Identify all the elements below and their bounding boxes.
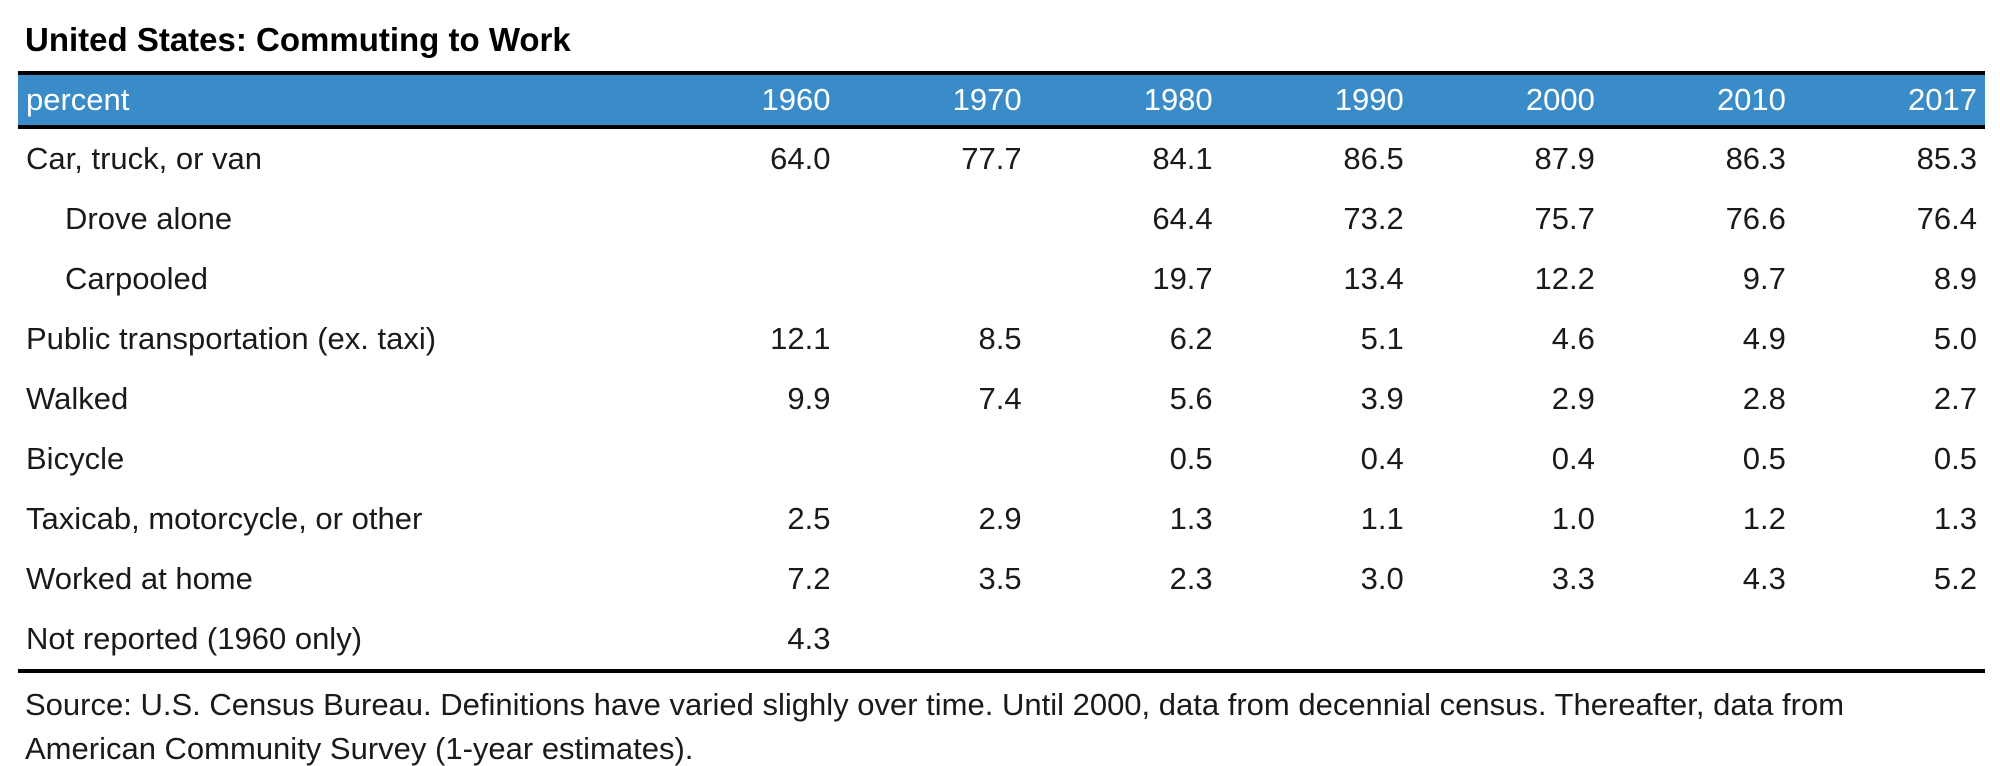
table-row: Car, truck, or van 64.0 77.7 84.1 86.5 87.9 86… <box>18 127 1985 189</box>
value-cell: 2.7 <box>1933 381 1977 417</box>
table-row: Carpooled 19.7 13.4 12.2 9.7 8.9 <box>18 249 1985 309</box>
table-header-year: 1990 <box>1334 82 1404 118</box>
row-label: Car, truck, or van <box>26 141 263 177</box>
table-header-year: 1960 <box>761 82 831 118</box>
table-row: Worked at home 7.2 3.5 2.3 3.0 3.3 4.3 5.2 <box>18 549 1985 609</box>
table-header-year: 2000 <box>1525 82 1595 118</box>
row-label: Walked <box>26 381 129 417</box>
source-note-line-2: American Community Survey (1-year estima… <box>25 731 694 766</box>
table-header-row: percent 1960 1970 1980 1990 2000 2010 2017 <box>18 73 1985 128</box>
value-cell: 8.9 <box>1933 261 1977 297</box>
value-cell <box>647 189 838 249</box>
value-cell: 12.2 <box>1534 261 1595 297</box>
value-cell: 9.7 <box>1742 261 1786 297</box>
value-cell: 0.5 <box>1169 441 1213 477</box>
value-cell: 13.4 <box>1343 261 1404 297</box>
value-cell <box>839 249 1030 309</box>
page-title: United States: Commuting to Work <box>25 21 571 58</box>
value-cell: 8.5 <box>978 321 1022 357</box>
table-header-unit-label: percent <box>26 82 130 118</box>
value-cell: 1.1 <box>1360 501 1404 537</box>
value-cell: 4.9 <box>1742 321 1786 357</box>
value-cell: 3.0 <box>1360 561 1404 597</box>
value-cell: 5.6 <box>1169 381 1213 417</box>
value-cell: 4.3 <box>787 621 831 657</box>
value-cell: 1.3 <box>1169 501 1213 537</box>
value-cell: 0.4 <box>1360 441 1404 477</box>
value-cell: 4.6 <box>1551 321 1595 357</box>
value-cell: 64.0 <box>770 141 831 177</box>
table-row: Not reported (1960 only) 4.3 <box>18 609 1985 671</box>
table-row: Public transportation (ex. taxi) 12.1 8.5 6… <box>18 309 1985 369</box>
value-cell: 86.5 <box>1343 141 1404 177</box>
value-cell: 7.4 <box>978 381 1022 417</box>
row-label: Worked at home <box>26 561 253 597</box>
table-row: Bicycle 0.5 0.4 0.4 0.5 0.5 <box>18 429 1985 489</box>
value-cell <box>647 249 838 309</box>
row-label: Not reported (1960 only) <box>26 621 363 657</box>
source-note-line-1: Source: U.S. Census Bureau. Definitions … <box>25 687 1845 723</box>
value-cell <box>839 609 1030 671</box>
value-cell: 0.5 <box>1933 441 1977 477</box>
table-header-year: 2017 <box>1908 82 1977 118</box>
value-cell: 7.2 <box>787 561 831 597</box>
row-label: Bicycle <box>26 441 125 477</box>
value-cell <box>1412 609 1603 671</box>
value-cell: 1.0 <box>1551 501 1595 537</box>
value-cell: 87.9 <box>1534 141 1595 177</box>
value-cell: 1.3 <box>1933 501 1977 537</box>
value-cell: 5.2 <box>1933 561 1977 597</box>
row-label: Carpooled <box>65 261 209 297</box>
value-cell: 77.7 <box>961 141 1022 177</box>
source-note: Source: U.S. Census Bureau. Definitions … <box>25 683 1985 766</box>
value-cell: 76.6 <box>1725 201 1786 237</box>
value-cell: 4.3 <box>1742 561 1786 597</box>
value-cell <box>839 429 1030 489</box>
table-header-year: 1970 <box>952 82 1022 118</box>
value-cell <box>1221 609 1412 671</box>
value-cell: 2.3 <box>1169 561 1213 597</box>
table-row: Drove alone 64.4 73.2 75.7 76.6 76.4 <box>18 189 1985 249</box>
value-cell <box>1603 609 1794 671</box>
value-cell: 9.9 <box>787 381 831 417</box>
value-cell: 19.7 <box>1152 261 1213 297</box>
row-label: Drove alone <box>65 201 233 237</box>
row-label: Taxicab, motorcycle, or other <box>26 501 423 537</box>
table-body: Car, truck, or van 64.0 77.7 84.1 86.5 87.9 86… <box>18 127 1985 671</box>
commuting-table: percent 1960 1970 1980 1990 2000 2010 2017 Car… <box>18 71 1985 674</box>
value-cell: 0.5 <box>1742 441 1786 477</box>
value-cell: 2.9 <box>978 501 1022 537</box>
value-cell <box>1030 609 1221 671</box>
value-cell: 2.9 <box>1551 381 1595 417</box>
value-cell: 6.2 <box>1169 321 1213 357</box>
value-cell: 64.4 <box>1152 201 1213 237</box>
table-header-year: 2010 <box>1716 82 1786 118</box>
value-cell: 86.3 <box>1725 141 1786 177</box>
value-cell: 73.2 <box>1343 201 1404 237</box>
value-cell: 84.1 <box>1152 141 1213 177</box>
value-cell: 5.0 <box>1933 321 1977 357</box>
value-cell: 3.9 <box>1360 381 1404 417</box>
row-label: Public transportation (ex. taxi) <box>26 321 437 357</box>
table-row: Walked 9.9 7.4 5.6 3.9 2.9 2.8 2.7 <box>18 369 1985 429</box>
value-cell: 5.1 <box>1360 321 1404 357</box>
value-cell: 0.4 <box>1551 441 1595 477</box>
value-cell: 75.7 <box>1534 201 1595 237</box>
value-cell <box>1794 609 1985 671</box>
value-cell: 76.4 <box>1916 201 1977 237</box>
value-cell: 2.5 <box>787 501 831 537</box>
value-cell: 3.3 <box>1551 561 1595 597</box>
value-cell: 3.5 <box>978 561 1022 597</box>
value-cell: 1.2 <box>1742 501 1786 537</box>
value-cell: 85.3 <box>1916 141 1977 177</box>
value-cell <box>647 429 838 489</box>
table-row: Taxicab, motorcycle, or other 2.5 2.9 1.3 1.… <box>18 489 1985 549</box>
value-cell: 2.8 <box>1742 381 1786 417</box>
value-cell <box>839 189 1030 249</box>
table-header-year: 1980 <box>1143 82 1213 118</box>
value-cell: 12.1 <box>770 321 831 357</box>
